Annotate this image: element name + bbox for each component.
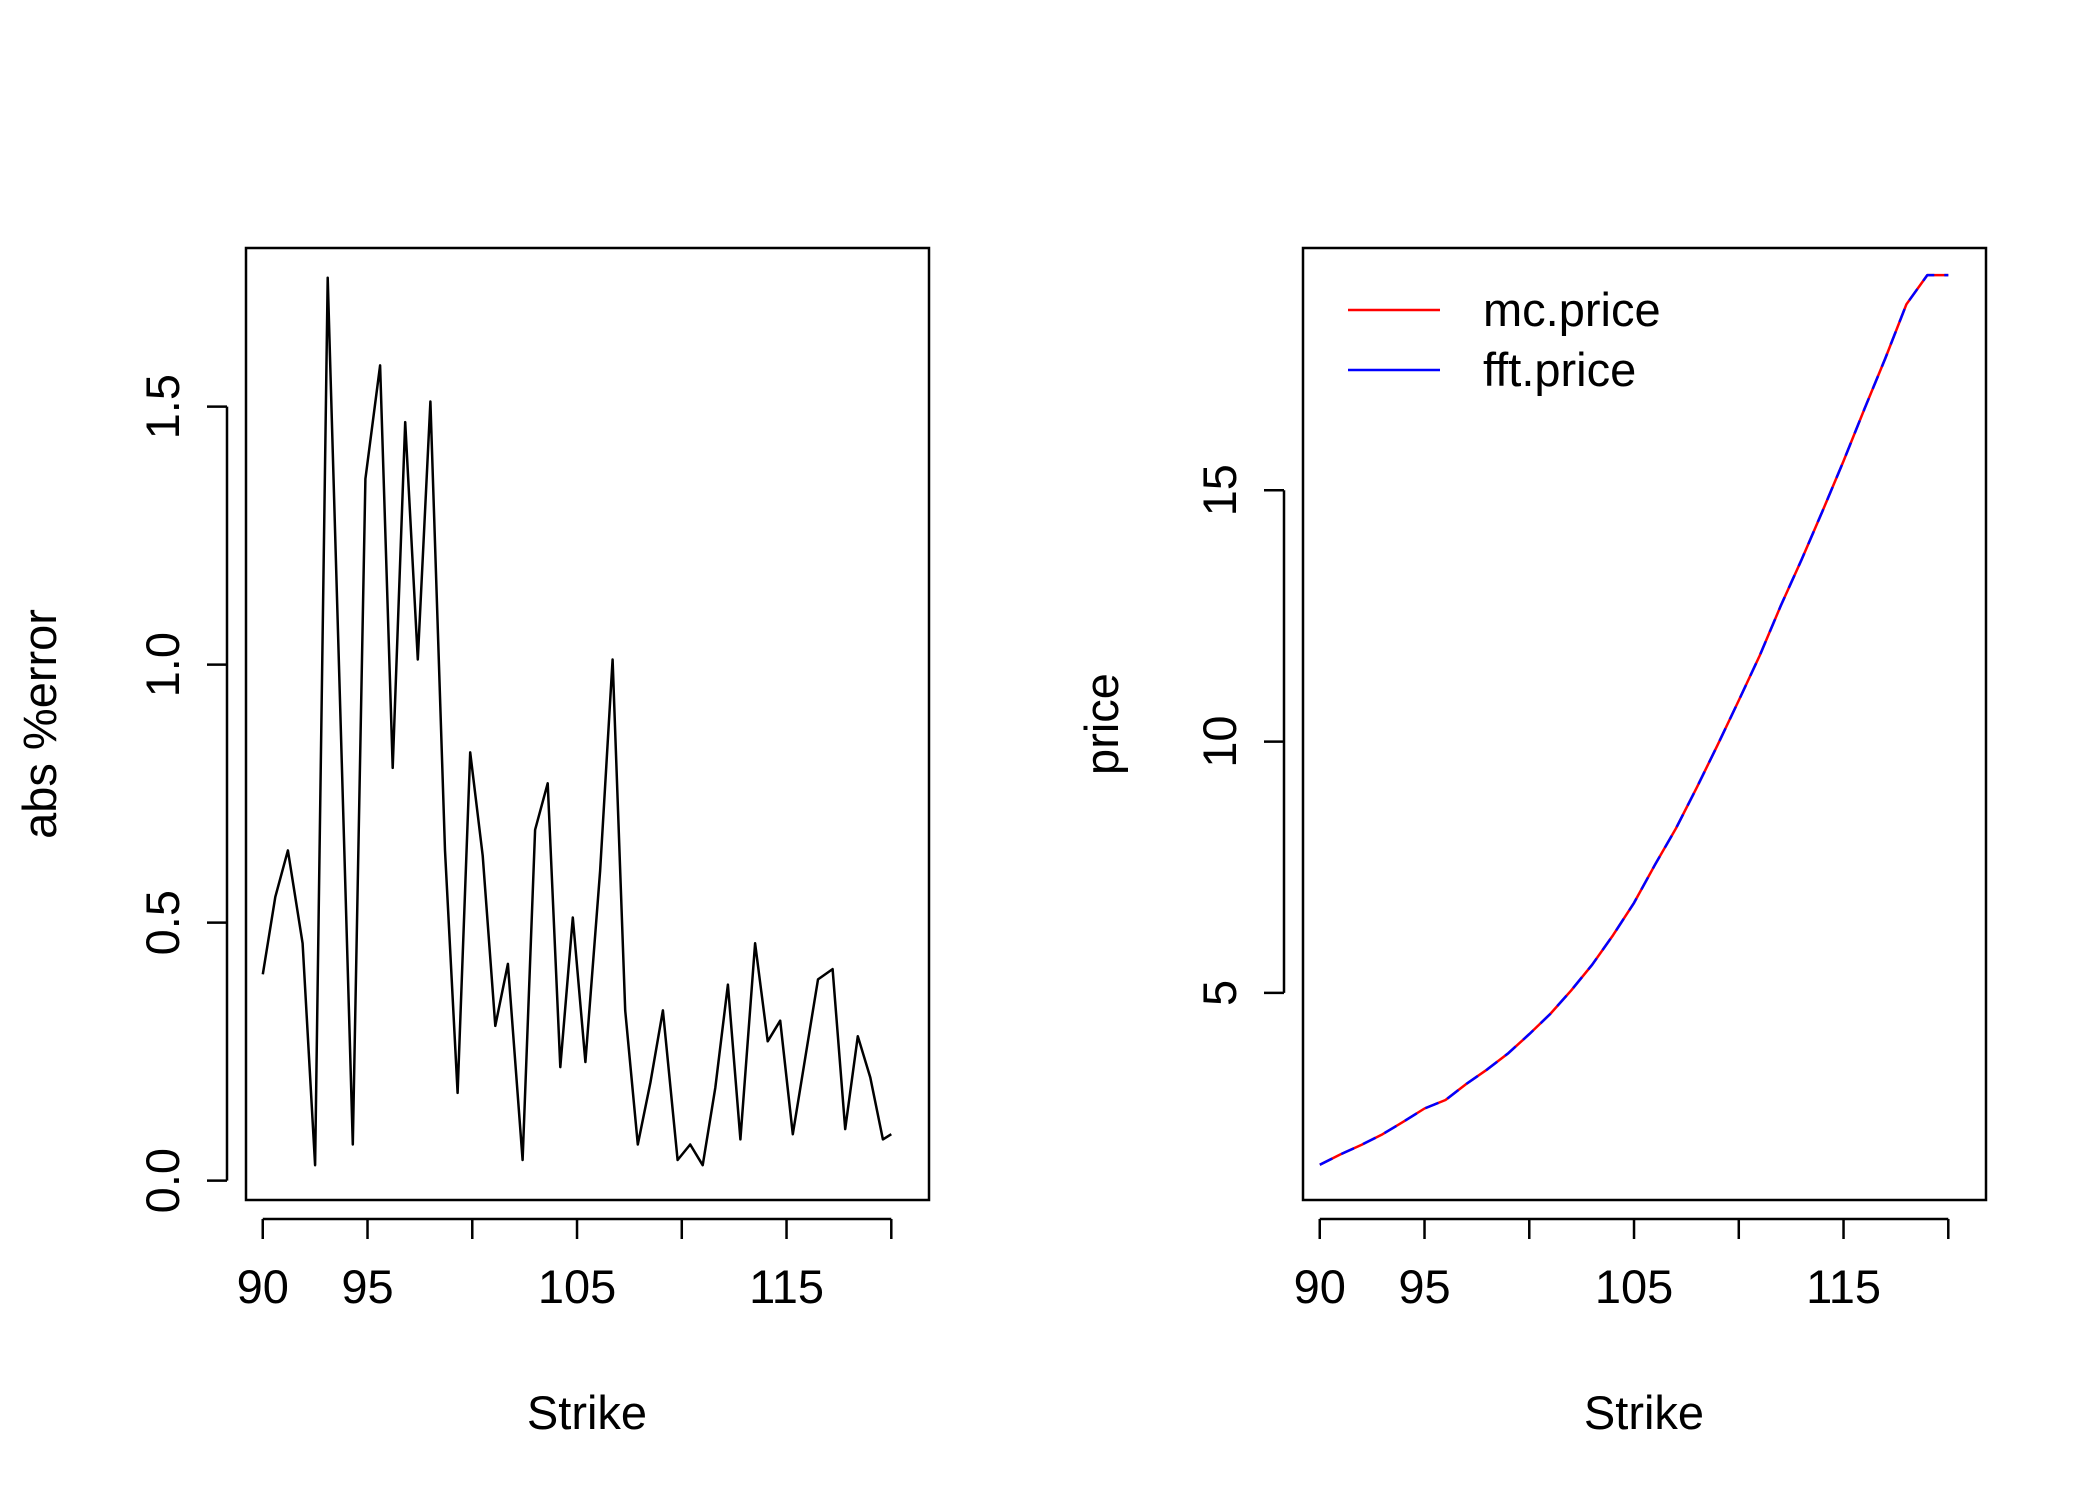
error-plot-frame xyxy=(244,246,931,1202)
error-plot-series-line-0 xyxy=(261,276,892,1167)
error-plot-x-axis: 90 95 105 115 xyxy=(237,1217,893,1313)
price-plot-legend: mc.price fft.price xyxy=(1348,283,1661,396)
error-plot-y-axis: 0.0 0.5 1.0 1.5 xyxy=(136,374,229,1213)
price-plot-series xyxy=(1319,273,1949,1166)
price-plot-y-tick-label: 5 xyxy=(1193,980,1246,1006)
error-plot-x-tick-label: 90 xyxy=(237,1260,289,1313)
price-plot-x-axis: 90 95 105 115 xyxy=(1294,1217,1950,1313)
error-plot-x-tick-label: 105 xyxy=(538,1260,616,1313)
price-plot-x-tick-label: 115 xyxy=(1806,1260,1881,1313)
error-plot-series xyxy=(261,276,892,1167)
error-plot-x-axis-title: Strike xyxy=(527,1386,647,1439)
price-plot-series-line-mc-price xyxy=(1319,273,1949,1166)
error-plot-y-tick-label: 1.5 xyxy=(136,374,189,439)
price-plot-x-tick-label: 105 xyxy=(1595,1260,1673,1313)
price-plot-x-tick-label: 95 xyxy=(1398,1260,1450,1313)
error-plot-y-tick-label: 1.0 xyxy=(136,632,189,697)
price-plot-frame xyxy=(1301,246,1988,1202)
error-plot-y-tick-label: 0.0 xyxy=(136,1148,189,1213)
price-plot-panel: 90 95 105 115 5 10 15 Strike price mc.price f… xyxy=(1075,246,1988,1439)
price-plot-x-axis-title: Strike xyxy=(1584,1386,1704,1439)
error-plot-panel: 90 95 105 115 0.0 0.5 1.0 1.5 Strike abs %erro… xyxy=(13,246,931,1439)
price-plot-y-axis-title: price xyxy=(1075,673,1128,775)
error-plot-y-axis-title: abs %error xyxy=(13,609,66,839)
price-plot-y-axis: 5 10 15 xyxy=(1193,464,1286,1006)
error-plot-y-tick-label: 0.5 xyxy=(136,890,189,955)
price-plot-x-tick-label: 90 xyxy=(1294,1260,1346,1313)
price-plot-y-tick-label: 15 xyxy=(1193,464,1246,516)
error-plot-x-tick-label: 95 xyxy=(341,1260,393,1313)
error-plot-x-tick-label: 115 xyxy=(749,1260,824,1313)
price-plot-y-tick-label: 10 xyxy=(1193,715,1246,767)
legend-label-mc-price: mc.price xyxy=(1483,283,1661,336)
price-plot-series-line-fft-price xyxy=(1319,273,1949,1166)
legend-label-fft-price: fft.price xyxy=(1483,343,1636,396)
